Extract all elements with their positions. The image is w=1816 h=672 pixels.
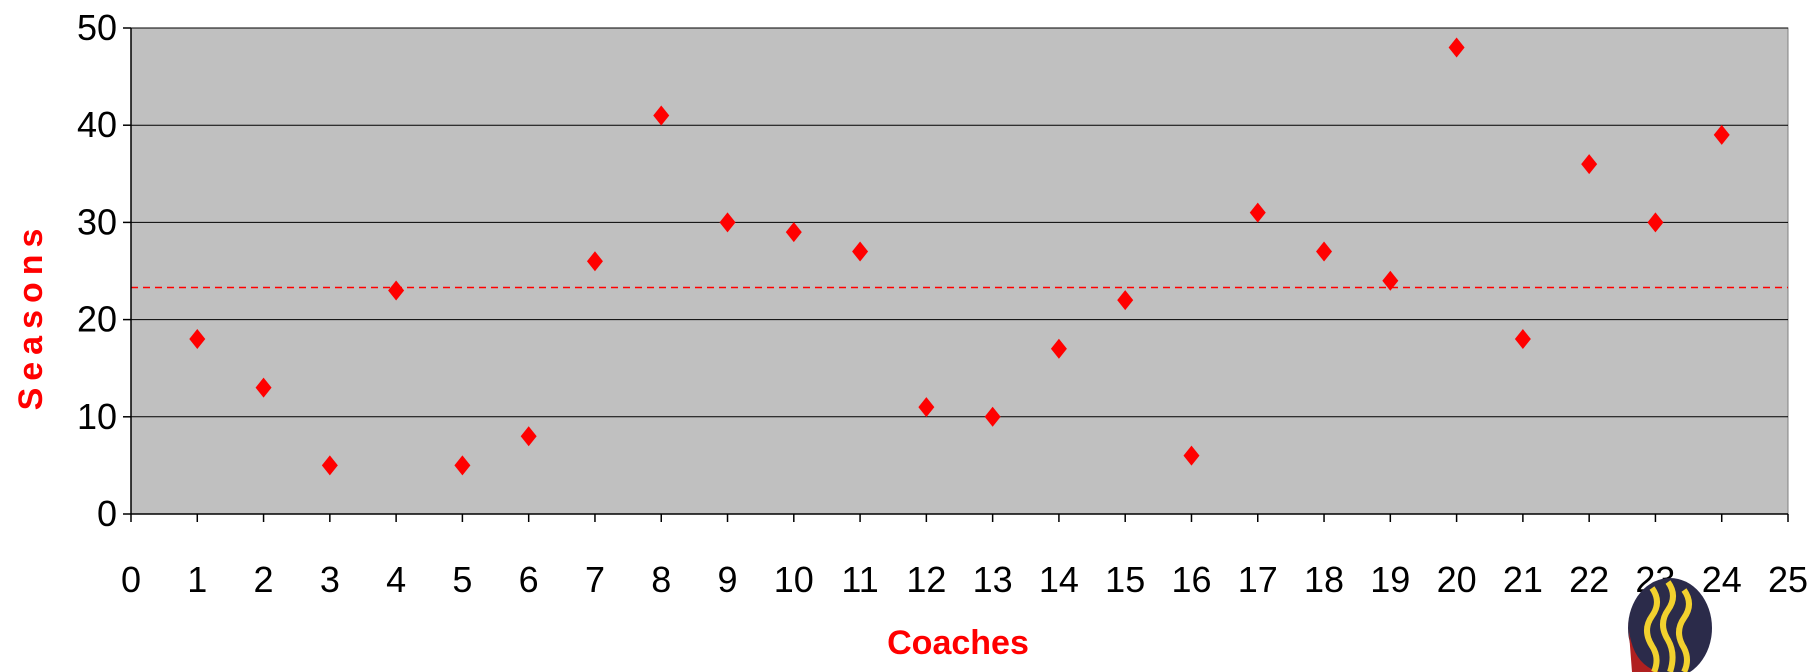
x-tick-label: 21 bbox=[1503, 559, 1543, 600]
data-point bbox=[1647, 212, 1664, 233]
x-tick-label: 7 bbox=[585, 559, 605, 600]
data-point bbox=[586, 251, 603, 272]
x-axis-title: Coaches bbox=[887, 624, 1029, 662]
flame-logo-icon bbox=[1628, 578, 1712, 672]
x-axis: 0 1 2 3 4 5 6 7 8 9 10 11 12 13 14 15 16 17 18 19 20 21 22 23 24… bbox=[121, 513, 1808, 600]
data-point bbox=[189, 329, 206, 350]
data-point bbox=[653, 105, 670, 126]
x-tick-label: 25 bbox=[1768, 559, 1808, 600]
data-points bbox=[189, 37, 1730, 476]
data-point bbox=[255, 377, 272, 398]
x-tick-label: 18 bbox=[1304, 559, 1344, 600]
data-point bbox=[918, 397, 935, 418]
data-point bbox=[1117, 290, 1134, 311]
y-tick-label: 30 bbox=[77, 201, 117, 242]
x-tick-label: 2 bbox=[254, 559, 274, 600]
data-point bbox=[852, 241, 869, 262]
data-point bbox=[719, 212, 736, 233]
x-tick-label: 15 bbox=[1105, 559, 1145, 600]
y-tick-label: 50 bbox=[77, 7, 117, 48]
y-tick-label: 10 bbox=[77, 396, 117, 437]
data-point bbox=[1183, 445, 1200, 466]
x-tick-label: 20 bbox=[1437, 559, 1477, 600]
data-point bbox=[1249, 202, 1266, 223]
y-tick-label: 0 bbox=[97, 493, 117, 534]
data-point bbox=[1448, 37, 1465, 58]
x-tick-label: 14 bbox=[1039, 559, 1079, 600]
y-axis: 0 10 20 30 40 50 bbox=[77, 7, 132, 534]
x-tick-label: 5 bbox=[452, 559, 472, 600]
data-point bbox=[1050, 338, 1067, 359]
x-tick-label: 10 bbox=[774, 559, 814, 600]
data-point bbox=[1382, 270, 1399, 291]
y-axis-title: Seasons bbox=[12, 222, 50, 411]
x-tick-label: 1 bbox=[187, 559, 207, 600]
data-point bbox=[520, 426, 537, 447]
y-tick-label: 20 bbox=[77, 299, 117, 340]
x-tick-label: 17 bbox=[1238, 559, 1278, 600]
x-tick-label: 0 bbox=[121, 559, 141, 600]
gridlines bbox=[131, 27, 1788, 418]
data-point bbox=[454, 455, 471, 476]
x-tick-label: 22 bbox=[1569, 559, 1609, 600]
x-tick-label: 16 bbox=[1171, 559, 1211, 600]
data-point bbox=[1514, 329, 1531, 350]
x-tick-label: 13 bbox=[973, 559, 1013, 600]
x-tick-label: 8 bbox=[651, 559, 671, 600]
x-tick-label: 9 bbox=[718, 559, 738, 600]
plot-area bbox=[130, 27, 1789, 515]
x-tick-label: 12 bbox=[906, 559, 946, 600]
x-tick-label: 24 bbox=[1702, 559, 1742, 600]
data-point bbox=[1581, 154, 1598, 175]
x-tick-label: 4 bbox=[386, 559, 406, 600]
data-point bbox=[388, 280, 405, 301]
x-tick-label: 19 bbox=[1370, 559, 1410, 600]
data-point bbox=[785, 222, 802, 243]
data-point bbox=[984, 406, 1001, 427]
data-point bbox=[1316, 241, 1333, 262]
x-tick-label: 3 bbox=[320, 559, 340, 600]
y-tick-label: 40 bbox=[77, 104, 117, 145]
x-tick-label: 6 bbox=[519, 559, 539, 600]
x-tick-label: 11 bbox=[841, 559, 878, 600]
data-point bbox=[321, 455, 338, 476]
data-point bbox=[1713, 124, 1730, 145]
